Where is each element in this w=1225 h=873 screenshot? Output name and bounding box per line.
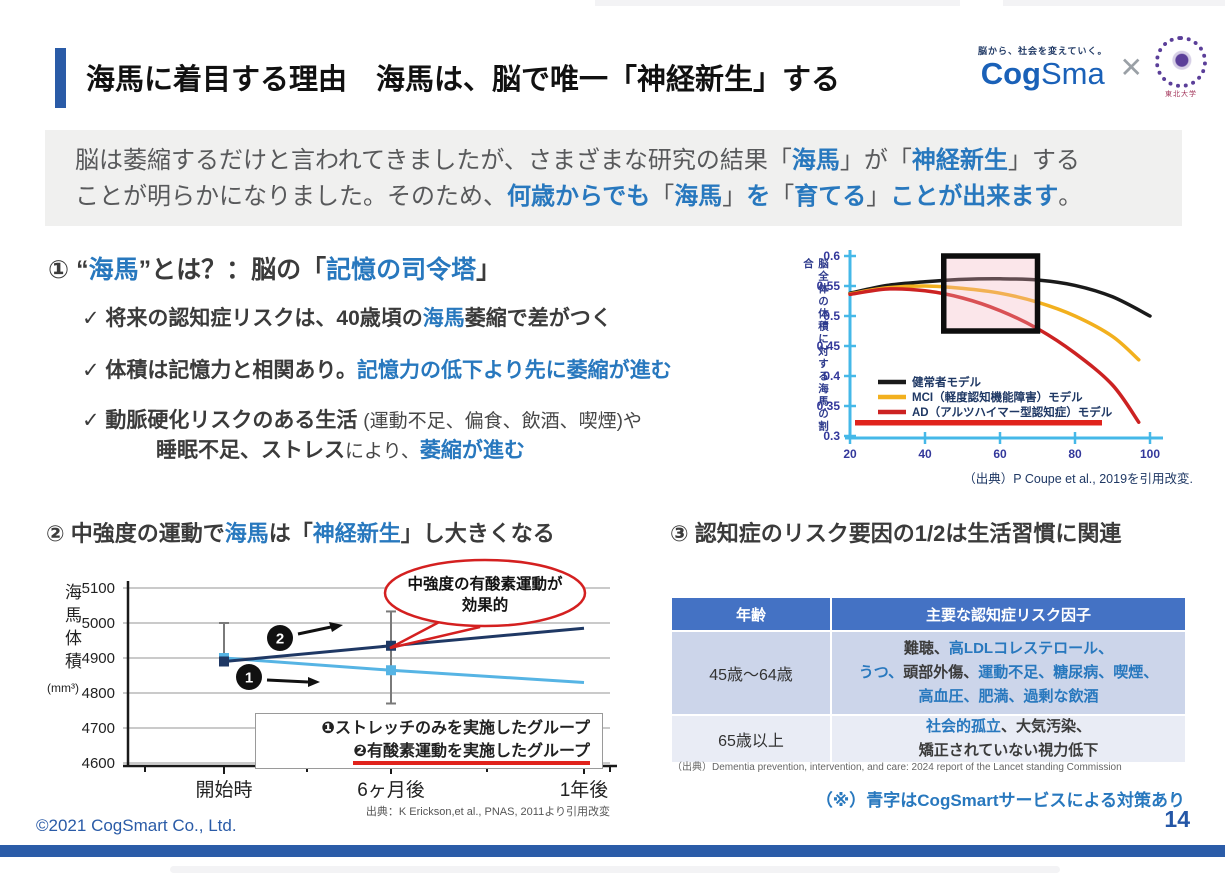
- section1-bullet-3-line2: 睡眠不足、ストレスにより、萎縮が進む: [156, 439, 525, 462]
- table-header-factors: 主要な認知症リスク因子: [832, 598, 1185, 630]
- risk-factor-table: 年齢 主要な認知症リスク因子 45歳〜64歳 難聴、高LDLコレステロール、 う…: [672, 598, 1185, 762]
- svg-text:1: 1: [245, 670, 253, 687]
- svg-text:2: 2: [276, 631, 284, 648]
- svg-text:効果的: 効果的: [462, 595, 509, 614]
- section3-heading: ③ 認知症のリスク要因の1/2は生活習慣に関連: [670, 521, 1122, 546]
- legend-item-stretch: ❶ストレッチのみを実施したグループ: [321, 720, 590, 737]
- svg-text:100: 100: [1140, 447, 1160, 461]
- brand-wordmark: CogSma: [980, 55, 1105, 91]
- university-emblem-icon: [1155, 36, 1207, 88]
- svg-text:6ヶ月後: 6ヶ月後: [357, 779, 425, 801]
- svg-text:0.4: 0.4: [823, 369, 840, 383]
- svg-text:0.6: 0.6: [823, 249, 840, 263]
- svg-text:中強度の有酸素運動が: 中強度の有酸素運動が: [407, 574, 563, 593]
- legend-item-aerobic: ❷有酸素運動を実施したグループ: [268, 740, 590, 766]
- section1-bullet-2: ✓ 体積は記憶力と相関あり。記憶力の低下より先に萎縮が進む: [82, 359, 672, 382]
- svg-text:40: 40: [918, 447, 932, 461]
- svg-text:60: 60: [993, 447, 1007, 461]
- copyright: ©2021 CogSmart Co., Ltd.: [36, 816, 237, 835]
- logo-tagline: 脳から、社会を変えていく。: [977, 45, 1108, 56]
- section1-bullet-3: ✓ 動脈硬化リスクのある生活 (運動不足、偏食、飲酒、喫煙)や: [82, 409, 642, 432]
- svg-text:5000: 5000: [82, 615, 115, 632]
- svg-text:開始時: 開始時: [195, 779, 252, 801]
- table-row-factors-45-64: 難聴、高LDLコレステロール、 うつ、頭部外傷、運動不足、糖尿病、喫煙、 高血圧…: [832, 632, 1185, 714]
- cogsmart-logo: 脳から、社会を変えていく。 CogSma: [978, 44, 1108, 91]
- svg-text:0.3: 0.3: [823, 429, 840, 443]
- section1-heading: ① “海馬”とは？：脳の「記憶の司令塔」: [48, 256, 502, 284]
- page-title: 海馬に着目する理由 海馬は、脳で唯一「神経新生」する: [86, 64, 841, 96]
- svg-text:4700: 4700: [82, 720, 115, 737]
- svg-text:MCI（軽度認知機能障害）モデル: MCI（軽度認知機能障害）モデル: [912, 390, 1083, 404]
- svg-text:0.5: 0.5: [823, 309, 840, 323]
- svg-text:健常者モデル: 健常者モデル: [912, 375, 981, 389]
- table-row-factors-65plus: 社会的孤立、大気汚染、 矯正されていない視力低下: [832, 716, 1185, 762]
- section1-bullet-1: ✓ 将来の認知症リスクは、40歳頃の海馬萎縮で差がつく: [82, 307, 612, 330]
- chart1-source: （出典）P Coupe et al., 2019を引用改変.: [963, 472, 1193, 486]
- svg-text:4600: 4600: [82, 755, 115, 772]
- tohoku-university-logo: 東北大学: [1155, 36, 1207, 99]
- svg-text:0.55: 0.55: [817, 279, 841, 293]
- hippocampus-ratio-chart: 脳全体の体積に対する海馬の割合 0.3 0.35 0.4 0.45 0.5 0.55 0.6…: [795, 246, 1195, 496]
- svg-text:4900: 4900: [82, 650, 115, 667]
- hippocampus-volume-chart: 海馬体積 (mm³) 4600 4700 4800 4900 5000 5100 開始時 6ヶ…: [47, 553, 645, 848]
- chart2-legend-box: ❶ストレッチのみを実施したグループ ❷有酸素運動を実施したグループ: [255, 713, 603, 770]
- svg-text:20: 20: [843, 447, 857, 461]
- chart2-source: 出典：K Erickson,et al., PNAS, 2011より引用改変: [365, 806, 610, 818]
- svg-text:5100: 5100: [82, 580, 115, 597]
- svg-text:4800: 4800: [82, 685, 115, 702]
- chart2-y-axis-label: 海馬体積: [62, 583, 81, 675]
- svg-text:1年後: 1年後: [560, 779, 609, 801]
- section2-heading: ② 中強度の運動で海馬は「神経新生」し大きくなる: [46, 521, 555, 546]
- page-number: 14: [1164, 806, 1190, 832]
- chart2-y-axis-unit: (mm³): [47, 681, 79, 695]
- table-header-age: 年齢: [672, 598, 830, 630]
- cross-icon: ✕: [1119, 52, 1143, 83]
- bottom-edge-strip: [170, 866, 1060, 873]
- table-row-age-65plus: 65歳以上: [672, 716, 830, 762]
- chart1-y-axis-label: 脳全体の体積に対する海馬の割合: [802, 258, 829, 433]
- svg-text:AD（アルツハイマー型認知症）モデル: AD（アルツハイマー型認知症）モデル: [912, 405, 1113, 419]
- top-edge-strip: [595, 0, 960, 6]
- svg-text:80: 80: [1068, 447, 1082, 461]
- svg-text:0.45: 0.45: [817, 339, 841, 353]
- intro-summary-box: 脳は萎縮するだけと言われてきましたが、さまざまな研究の結果「海馬」が「神経新生」…: [45, 130, 1182, 226]
- logo-block: 脳から、社会を変えていく。 CogSma ✕ 東北大学: [978, 36, 1207, 99]
- chart1-plot: 0.3 0.35 0.4 0.45 0.5 0.55 0.6 20 40 60 80 100 健常者モデ…: [817, 249, 1163, 461]
- title-accent-bar: [55, 48, 66, 108]
- footer-bar: [0, 845, 1225, 857]
- top-edge-strip: [1003, 0, 1225, 6]
- section3-source: （出典）Dementia prevention, intervention, a…: [672, 762, 1122, 773]
- table-row-age-45-64: 45歳〜64歳: [672, 632, 830, 714]
- svg-text:0.35: 0.35: [817, 399, 841, 413]
- blue-text-note: （※）青字はCogSmartサービスによる対策あり: [815, 791, 1185, 810]
